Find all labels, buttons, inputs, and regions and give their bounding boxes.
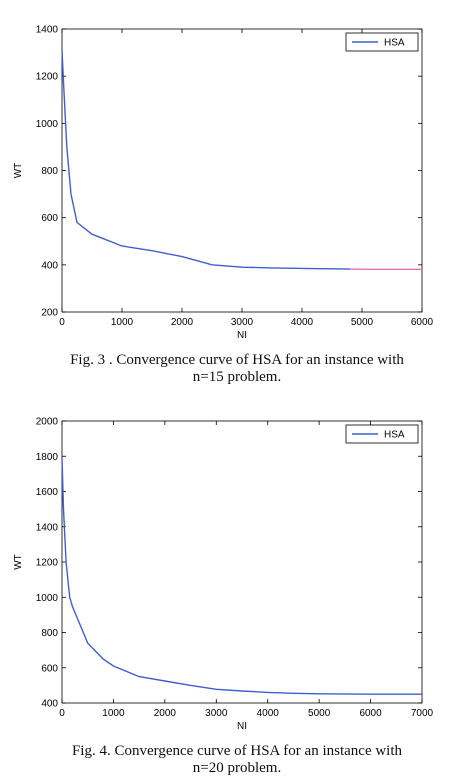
x-tick-label: 2000 (171, 317, 194, 328)
chart-fig3: 0 1000 2000 3000 4000 5000 6000 200 400 600 800 100… (13, 25, 434, 342)
legend-box (345, 424, 419, 444)
y-tick-label: 200 (41, 308, 58, 319)
y-tick-label: 1600 (36, 487, 59, 498)
caption-line-1: Fig. 4. Convergence curve of HSA for an … (71, 743, 403, 759)
x-tick-label: 3000 (231, 317, 254, 328)
y-tick-label: 400 (41, 260, 58, 271)
y-axis-label: WT (13, 554, 24, 570)
x-tick-label: 4000 (291, 317, 314, 328)
y-tick-label: 1400 (36, 522, 59, 533)
x-tick-label: 3000 (205, 708, 228, 719)
series-line-0 (61, 50, 351, 270)
x-tick-label: 1000 (111, 317, 134, 328)
y-tick-label: 1000 (36, 593, 59, 604)
y-tick-label: 600 (41, 213, 58, 224)
x-tick-label: 7000 (411, 708, 434, 719)
caption-line-2: n=15 problem. (192, 369, 282, 385)
series-line-0 (61, 457, 422, 695)
y-tick-label: 1200 (36, 558, 59, 569)
y-tick-label: 1000 (36, 119, 59, 130)
x-axis-label: NI (237, 330, 247, 341)
caption-line-2: n=20 problem. (192, 760, 282, 776)
x-tick-label: 2000 (154, 708, 177, 719)
legend-label: HSA (384, 430, 405, 441)
y-tick-label: 800 (41, 628, 58, 639)
x-tick-label: 6000 (411, 317, 434, 328)
x-tick-label: 1000 (102, 708, 125, 719)
figure-caption-4: Fig. 4. Convergence curve of HSA for an … (0, 743, 474, 777)
y-tick-label: 2000 (36, 417, 59, 428)
legend-box (345, 32, 419, 52)
y-tick-label: 600 (41, 663, 58, 674)
y-tick-label: 1800 (36, 452, 59, 463)
legend-label: HSA (384, 38, 405, 49)
x-tick-label: 5000 (308, 708, 331, 719)
y-tick-label: 400 (41, 699, 58, 710)
y-tick-label: 1400 (36, 25, 59, 36)
y-tick-label: 1200 (36, 72, 59, 83)
x-tick-label: 0 (59, 317, 65, 328)
y-axis-label: WT (13, 163, 24, 179)
figure-caption-3: Fig. 3 . Convergence curve of HSA for an… (0, 352, 474, 386)
x-axis-label: NI (237, 721, 247, 732)
plot-area (61, 420, 423, 704)
plot-area (61, 28, 423, 313)
x-tick-label: 6000 (359, 708, 382, 719)
x-tick-label: 5000 (351, 317, 374, 328)
caption-line-1: Fig. 3 . Convergence curve of HSA for an… (70, 352, 404, 368)
x-tick-label: 4000 (257, 708, 280, 719)
x-tick-label: 0 (59, 708, 65, 719)
y-tick-label: 800 (41, 166, 58, 177)
chart-fig4: 0 1000 2000 3000 4000 5000 6000 7000 400 600 800 10… (13, 417, 434, 733)
